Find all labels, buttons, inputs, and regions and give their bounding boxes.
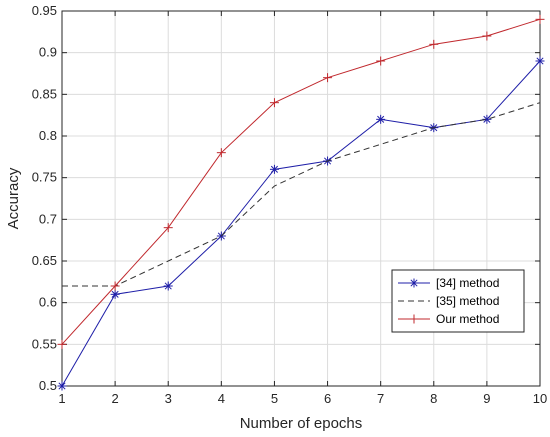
legend-marker <box>409 314 419 324</box>
data-point <box>269 164 279 174</box>
legend-marker <box>409 278 419 288</box>
y-tick-label: 0.95 <box>32 3 57 18</box>
data-point <box>482 31 492 41</box>
plot-frame <box>61 10 541 387</box>
y-tick-label: 0.6 <box>39 295 57 310</box>
x-tick-label: 9 <box>483 391 490 406</box>
y-tick-label: 0.55 <box>32 336 57 351</box>
data-point <box>216 148 226 158</box>
x-tick-label: 10 <box>533 391 547 406</box>
data-point <box>376 56 386 66</box>
series-3 <box>57 14 545 349</box>
data-point <box>163 281 173 291</box>
y-tick-label: 0.75 <box>32 170 57 185</box>
data-point <box>57 381 67 391</box>
data-point <box>323 73 333 83</box>
x-axis-label: Number of epochs <box>240 415 363 432</box>
y-tick-label: 0.85 <box>32 86 57 101</box>
x-tick-label: 6 <box>324 391 331 406</box>
x-tick-label: 4 <box>218 391 225 406</box>
legend-entry-3: Our method <box>398 312 499 326</box>
data-point <box>163 223 173 233</box>
series-line <box>61 18 541 345</box>
x-tick-label: 5 <box>271 391 278 406</box>
y-axis-label: Accuracy <box>5 167 22 229</box>
series-line <box>62 102 541 287</box>
x-tick-label: 7 <box>377 391 384 406</box>
data-point <box>269 98 279 108</box>
series-1 <box>57 56 545 391</box>
series-2 <box>62 102 541 287</box>
data-point <box>110 281 120 291</box>
legend-entry-2: [35] method <box>398 294 499 308</box>
data-point <box>535 56 545 66</box>
data-point <box>535 14 545 24</box>
x-tick-label: 2 <box>111 391 118 406</box>
x-tick-label: 3 <box>165 391 172 406</box>
series-layer <box>57 14 545 391</box>
y-tick-label: 0.8 <box>39 128 57 143</box>
y-tick-label: 0.7 <box>39 211 57 226</box>
legend-label: Our method <box>436 312 499 326</box>
legend-label: [35] method <box>436 294 499 308</box>
x-tick-label: 1 <box>58 391 65 406</box>
series-line <box>61 60 541 387</box>
y-tick-label: 0.5 <box>39 378 57 393</box>
data-point <box>110 289 120 299</box>
y-tick-label: 0.65 <box>32 253 57 268</box>
x-tick-label: 8 <box>430 391 437 406</box>
y-axis: 0.5 0.55 0.6 0.65 0.7 0.75 0.8 0.85 0.9 0.95 <box>32 3 540 393</box>
data-point <box>429 39 439 49</box>
data-point <box>376 114 386 124</box>
legend-entry-1: [34] method <box>398 276 499 290</box>
y-tick-label: 0.9 <box>39 45 57 60</box>
x-axis: 1 2 3 4 5 6 7 8 9 10 <box>58 11 547 406</box>
legend-label: [34] method <box>436 276 499 290</box>
legend: [34] method [35] method Our method <box>391 269 525 333</box>
data-point <box>57 339 67 349</box>
